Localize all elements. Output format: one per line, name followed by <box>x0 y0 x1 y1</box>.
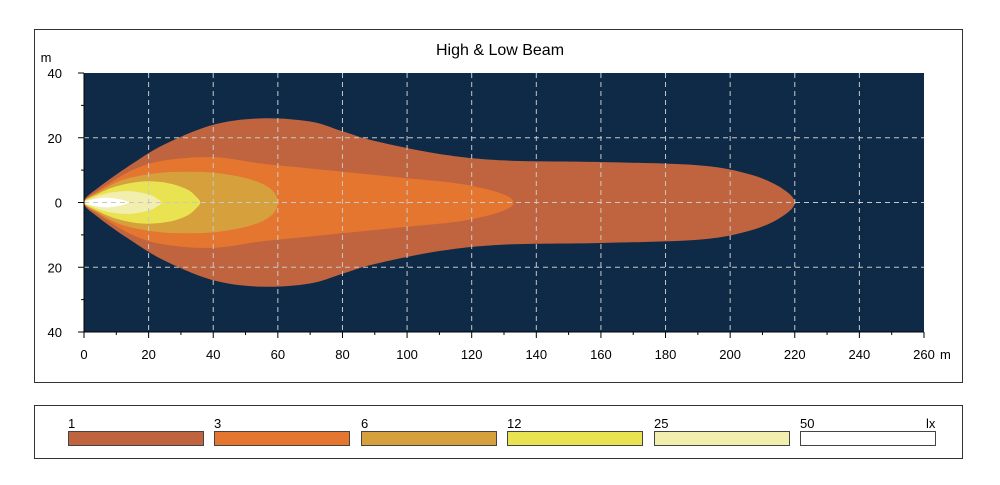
x-tick-label: 100 <box>396 347 418 362</box>
legend-label-6: 6 <box>361 416 369 431</box>
x-tick-label: 0 <box>80 347 87 362</box>
legend-label-50: 50 <box>800 416 815 431</box>
legend-frame <box>34 405 963 459</box>
x-tick-label: 120 <box>461 347 483 362</box>
y-tick-label: 40 <box>48 325 62 340</box>
chart-title: High & Low Beam <box>435 42 565 59</box>
x-tick-label: 200 <box>719 347 741 362</box>
x-tick-label: 260 <box>913 347 935 362</box>
y-tick-label: 0 <box>55 196 62 211</box>
legend-swatch-6 <box>361 431 497 446</box>
legend-swatch-25 <box>654 431 790 446</box>
legend-label-12: 12 <box>507 416 522 431</box>
x-axis-unit: m <box>940 347 951 362</box>
y-tick-label: 40 <box>48 66 62 81</box>
y-tick-label: 20 <box>48 260 62 275</box>
legend-unit: lx <box>926 416 936 431</box>
x-tick-label: 60 <box>271 347 285 362</box>
x-tick-label: 140 <box>525 347 547 362</box>
legend-label-25: 25 <box>654 416 669 431</box>
x-tick-label: 220 <box>784 347 806 362</box>
legend-swatch-1 <box>68 431 204 446</box>
x-tick-label: 180 <box>655 347 677 362</box>
x-tick-label: 20 <box>141 347 155 362</box>
y-axis-unit: m <box>41 50 52 65</box>
y-tick-label: 20 <box>48 131 62 146</box>
legend-label-3: 3 <box>214 416 222 431</box>
x-tick-label: 40 <box>206 347 220 362</box>
x-tick-label: 160 <box>590 347 612 362</box>
x-tick-label: 80 <box>335 347 349 362</box>
legend-label-1: 1 <box>68 416 76 431</box>
legend-swatch-12 <box>507 431 643 446</box>
legend-swatch-3 <box>214 431 350 446</box>
x-tick-label: 240 <box>849 347 871 362</box>
chart-frame <box>34 29 963 383</box>
legend-swatch-50 <box>800 431 936 446</box>
